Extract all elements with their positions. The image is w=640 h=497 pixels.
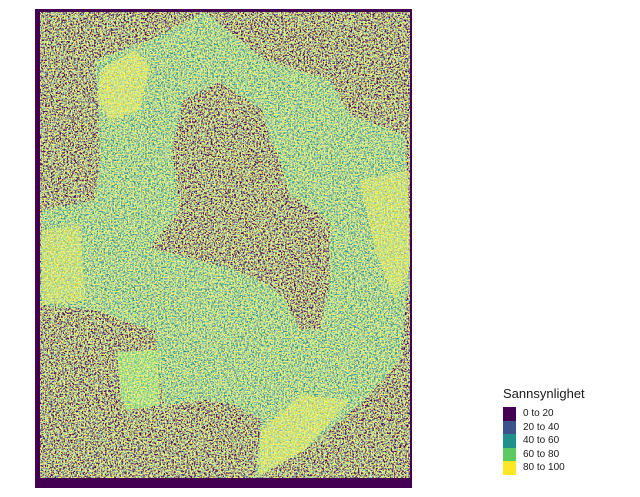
high-prob-zone-s (258, 395, 350, 476)
legend-title: Sannsynlighet (503, 386, 585, 401)
study-area (40, 12, 410, 478)
legend-items: 0 to 20 20 to 40 40 to 60 60 to 80 80 to 100 (503, 407, 585, 475)
legend-item: 20 to 40 (503, 420, 585, 434)
legend-label: 20 to 40 (523, 421, 560, 433)
legend-label: 40 to 60 (523, 435, 560, 447)
legend-swatch (503, 447, 516, 461)
legend-swatch (503, 461, 516, 475)
legend-item: 40 to 60 (503, 434, 585, 448)
high-prob-zone-ne (360, 170, 410, 300)
legend-item: 80 to 100 (503, 461, 585, 475)
legend: Sannsynlighet 0 to 20 20 to 40 40 to 60 60 … (503, 386, 585, 475)
legend-label: 60 to 80 (523, 448, 560, 460)
survey-ring (40, 12, 410, 478)
legend-swatch (503, 420, 516, 434)
legend-label: 0 to 20 (523, 408, 554, 420)
legend-swatch (503, 434, 516, 448)
survey-patch-south (117, 350, 160, 410)
legend-swatch (503, 407, 516, 421)
high-prob-zone-nw (98, 50, 150, 120)
legend-item: 60 to 80 (503, 447, 585, 461)
high-prob-zone-w (42, 225, 85, 305)
legend-item: 0 to 20 (503, 407, 585, 421)
legend-label: 80 to 100 (523, 462, 565, 474)
